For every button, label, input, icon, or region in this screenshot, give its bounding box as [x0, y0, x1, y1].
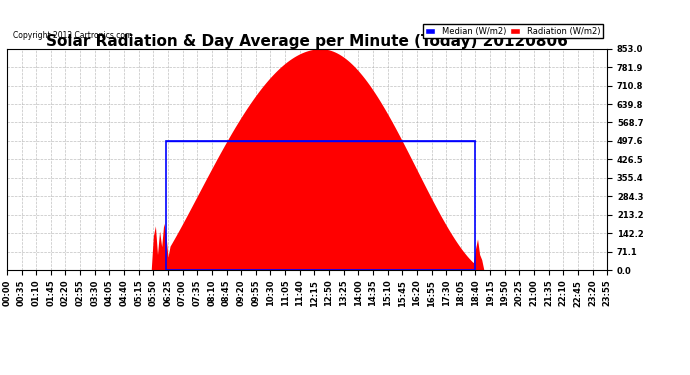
Bar [166, 141, 475, 270]
Legend: Median (W/m2), Radiation (W/m2): Median (W/m2), Radiation (W/m2) [423, 24, 603, 38]
Text: Copyright 2012 Cartronics.com: Copyright 2012 Cartronics.com [13, 31, 132, 40]
Title: Solar Radiation & Day Average per Minute (Today) 20120806: Solar Radiation & Day Average per Minute… [46, 34, 568, 49]
